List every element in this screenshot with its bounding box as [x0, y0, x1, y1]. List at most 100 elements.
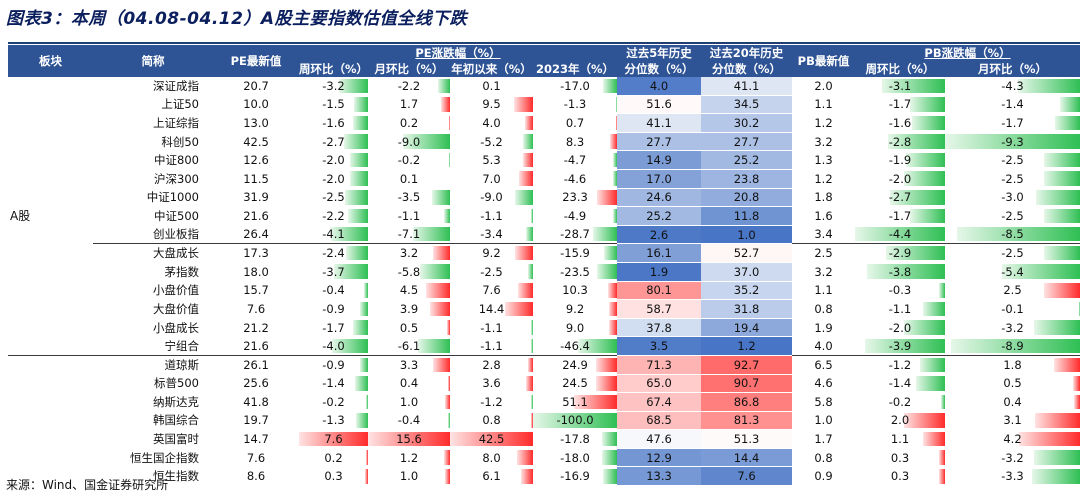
cell-value: 2.8 [482, 357, 501, 372]
pe_ytd-cell: -1.1 [450, 337, 533, 356]
header-pct5y-line1: 过去5年历史 [617, 45, 701, 61]
pct5y-cell: 80.1 [617, 281, 701, 301]
negative-bar [613, 152, 617, 168]
pct5y-cell: 3.5 [617, 336, 701, 356]
cell-value: -3.9 [888, 338, 912, 353]
pe_wow-cell: -1.7 [299, 318, 368, 337]
cell-value: 0.1 [482, 79, 501, 94]
pe_mom-cell: -0.4 [368, 411, 450, 430]
pe_latest-cell: 10.0 [243, 97, 269, 112]
cell-value: -7.1 [397, 227, 421, 242]
pe_ytd-cell: -1.1 [450, 318, 533, 337]
index-name: 小盘成长 [153, 320, 199, 335]
pct5y-cell: 51.6 [617, 95, 701, 115]
pe_wow-cell: -0.9 [299, 300, 368, 319]
pe_wow-cell: -1.3 [299, 411, 368, 430]
negative-bar [615, 97, 617, 112]
pe_mom-cell: -5.8 [368, 262, 450, 281]
negative-bar [592, 227, 617, 242]
table-row: 大盘价值 7.6 -0.9 3.9 14.4 9.2 58.7 31.8 0.8 -1.1 -0.1 [8, 299, 1080, 319]
pb_wow-cell: -2.0 [855, 318, 945, 337]
pct5y-cell: 17.0 [617, 169, 701, 189]
negative-bar [447, 413, 450, 428]
pe_wow-cell: -1.4 [299, 374, 368, 393]
positive-bar [519, 171, 533, 187]
pct5y-cell: 14.9 [617, 150, 701, 170]
pe_latest-cell: 20.7 [243, 79, 269, 94]
pct20y-cell: 25.2 [701, 150, 792, 170]
pb_mom-cell: 1.8 [945, 354, 1080, 374]
table-row: 中证800 12.6 -2.0 -0.2 5.3 -4.7 14.9 25.2 1.3 -1.9 -… [8, 150, 1080, 170]
positive-bar [596, 376, 617, 391]
index-name: 中证500 [154, 208, 199, 223]
positive-bar [522, 152, 533, 168]
pe_wow-cell: -2.7 [299, 132, 368, 151]
cell-value: -2.0 [322, 171, 345, 186]
cell-value: 1.2 [399, 450, 419, 465]
negative-bar [1032, 468, 1080, 484]
pe_2023-cell: -1.3 [533, 95, 617, 114]
negative-bar [515, 190, 533, 205]
pe_latest-cell: 7.6 [246, 301, 266, 316]
cell-value: -8.5 [1001, 227, 1024, 242]
cell-value: -16.9 [560, 469, 590, 484]
cell-value: -2.5 [1001, 246, 1024, 261]
cell-value: -2.5 [1001, 171, 1024, 186]
pct5y-cell: 41.1 [617, 113, 701, 133]
pe_ytd-cell: -5.2 [450, 132, 533, 151]
pb_wow-cell: -0.2 [855, 393, 945, 412]
positive-bar [1043, 283, 1080, 298]
pe_ytd-cell: -1.1 [450, 207, 533, 226]
pb_wow-cell: 2.0 [855, 411, 945, 430]
negative-bar [940, 394, 945, 410]
cell-value: -1.3 [322, 413, 345, 428]
cell-value: -23.5 [560, 264, 590, 279]
cell-value: 3.6 [482, 376, 501, 391]
pct20y-cell: 27.7 [701, 132, 792, 152]
cell-value: -2.0 [888, 171, 912, 186]
index-name: 纳斯达克 [153, 394, 199, 409]
pe_latest-cell: 25.6 [243, 376, 269, 391]
pe_mom-cell: 15.6 [368, 430, 450, 449]
negative-bar [530, 208, 533, 224]
pe_wow-cell: -2.4 [299, 243, 368, 263]
cell-value: -1.4 [1001, 97, 1024, 112]
index-name: 中证800 [154, 153, 199, 168]
negative-bar [354, 97, 368, 112]
cell-value: 7.6 [324, 432, 343, 447]
cell-value: -9.3 [1001, 134, 1024, 149]
pe_wow-cell: -4.0 [299, 337, 368, 356]
pe_latest-cell: 18.0 [243, 264, 269, 279]
cell-value: 0.2 [399, 115, 419, 130]
cell-value: -2.5 [480, 264, 503, 279]
pe_mom-cell: 1.7 [368, 95, 450, 114]
negative-bar [1043, 208, 1080, 224]
pct20y-cell: 7.6 [701, 466, 792, 487]
negative-bar [904, 320, 945, 335]
pb_wow-cell: -1.4 [855, 374, 945, 393]
cell-value: -5.8 [397, 264, 421, 279]
cell-value: 1.8 [1003, 357, 1022, 372]
negative-bar [346, 246, 368, 261]
pe_mom-cell: -3.5 [368, 188, 450, 207]
table-row: 英国富时 14.7 7.6 15.6 42.5 -17.8 47.6 51.3 1.7 1.1 4.… [8, 429, 1080, 449]
header-pe-mom: 月环比（%） [368, 61, 450, 77]
table-row: 恒生国企指数 7.6 0.2 1.2 8.0 -18.0 12.9 14.4 0.8 0.3 -3.… [8, 448, 1080, 468]
negative-bar [881, 79, 945, 94]
cell-value: 1.0 [399, 469, 419, 484]
table-row: 小盘成长 21.2 -1.7 0.5 -1.1 9.0 37.8 19.4 1.9 -2.0 -3.… [8, 318, 1080, 338]
negative-bar [331, 338, 368, 353]
table-body: A股 深证成指 20.7 -3.2 -2.2 0.1 -17.0 4.0 41.1 2.0 -3.1… [8, 77, 1080, 487]
positive-bar [517, 450, 533, 465]
negative-bar [356, 413, 368, 428]
cell-value: 9.2 [482, 246, 501, 261]
negative-bar [530, 320, 533, 335]
cell-value: -3.3 [1001, 469, 1024, 484]
pct5y-cell: 1.9 [617, 262, 701, 282]
pct5y-cell: 25.2 [617, 206, 701, 226]
cell-value: 8.0 [482, 450, 501, 465]
pe_ytd-cell: 0.8 [450, 411, 533, 430]
pe_wow-cell: -2.5 [299, 188, 368, 207]
pe_mom-cell: 1.0 [368, 393, 450, 412]
pe_2023-cell: 24.9 [533, 354, 617, 374]
